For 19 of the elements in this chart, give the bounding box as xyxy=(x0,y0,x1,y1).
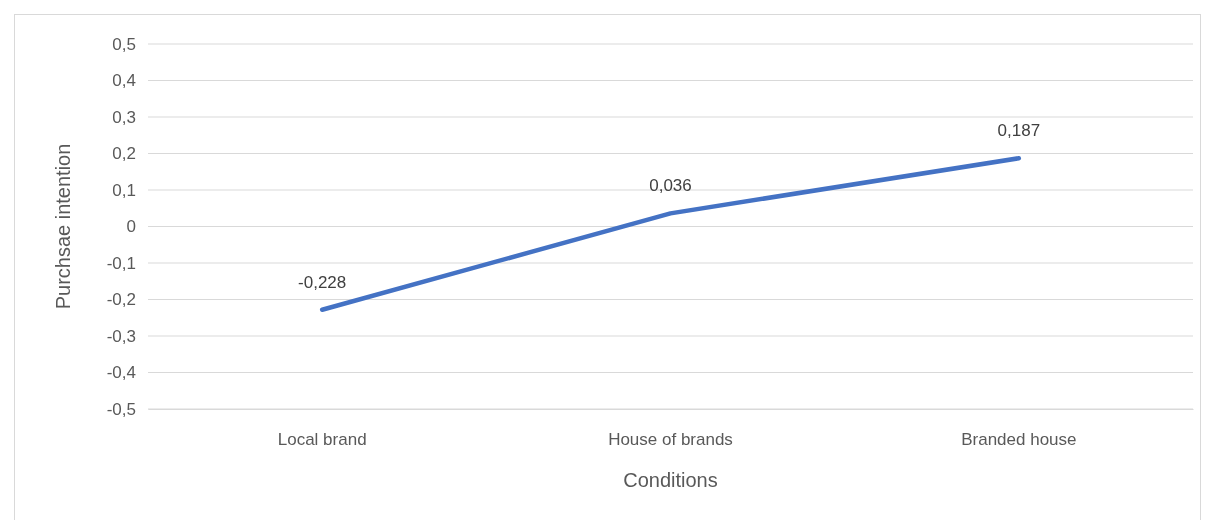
y-tick-label: 0,4 xyxy=(112,71,136,91)
y-tick-label: 0,1 xyxy=(112,180,136,200)
y-tick-label: -0,2 xyxy=(106,290,136,310)
data-label: -0,228 xyxy=(298,272,347,292)
y-tick-label: -0,4 xyxy=(106,363,136,383)
y-tick-label: 0 xyxy=(126,217,136,237)
y-tick-label: 0,3 xyxy=(112,107,136,127)
x-axis-title: Conditions xyxy=(623,469,718,491)
y-tick-label: -0,5 xyxy=(106,399,136,419)
x-tick-label: Branded house xyxy=(961,430,1077,450)
y-tick-label: -0,1 xyxy=(106,253,136,273)
y-tick-label: 0,2 xyxy=(112,144,136,164)
y-tick-label: 0,5 xyxy=(112,34,136,54)
x-tick-label: Local brand xyxy=(277,430,367,450)
y-tick-label: -0,3 xyxy=(106,326,136,346)
data-label: 0,036 xyxy=(649,176,692,196)
y-axis-title: Purchsae intention xyxy=(52,143,74,310)
x-tick-label: House of brands xyxy=(608,430,733,450)
data-label: 0,187 xyxy=(997,121,1041,141)
